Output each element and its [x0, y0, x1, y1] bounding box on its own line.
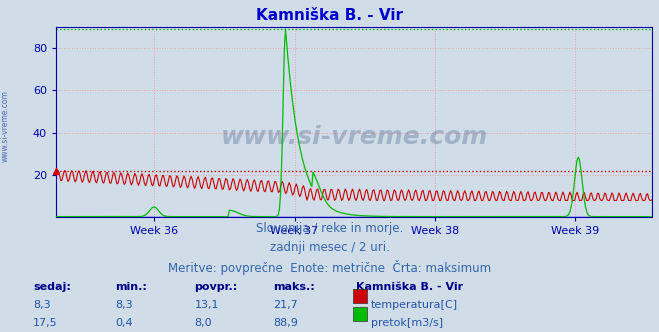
Text: Kamniška B. - Vir: Kamniška B. - Vir [256, 8, 403, 23]
Text: 8,3: 8,3 [115, 300, 133, 310]
Text: min.:: min.: [115, 282, 147, 292]
Text: pretok[m3/s]: pretok[m3/s] [371, 318, 443, 328]
Text: 8,3: 8,3 [33, 300, 51, 310]
Text: 21,7: 21,7 [273, 300, 299, 310]
Text: www.si-vreme.com: www.si-vreme.com [221, 125, 488, 149]
Text: Kamniška B. - Vir: Kamniška B. - Vir [356, 282, 463, 292]
Text: temperatura[C]: temperatura[C] [371, 300, 458, 310]
Text: 8,0: 8,0 [194, 318, 212, 328]
Text: 88,9: 88,9 [273, 318, 299, 328]
Text: 0,4: 0,4 [115, 318, 133, 328]
Text: povpr.:: povpr.: [194, 282, 238, 292]
Text: Meritve: povprečne  Enote: metrične  Črta: maksimum: Meritve: povprečne Enote: metrične Črta:… [168, 260, 491, 275]
Text: www.si-vreme.com: www.si-vreme.com [1, 90, 10, 162]
Text: Slovenija / reke in morje.: Slovenija / reke in morje. [256, 222, 403, 235]
Text: 13,1: 13,1 [194, 300, 219, 310]
Text: zadnji mesec / 2 uri.: zadnji mesec / 2 uri. [270, 241, 389, 254]
Text: sedaj:: sedaj: [33, 282, 71, 292]
Text: 17,5: 17,5 [33, 318, 57, 328]
Text: maks.:: maks.: [273, 282, 315, 292]
